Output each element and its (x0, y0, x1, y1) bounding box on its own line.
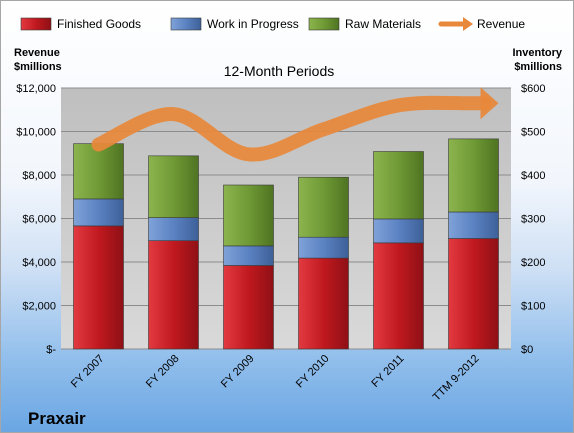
revenue-arrowhead (480, 87, 499, 120)
category-labels: FY 2007 FY 2008 FY 2009 FY 2010 FY 2011 TTM 9… (69, 353, 482, 404)
right-axis-title-line2: $millions (514, 61, 562, 73)
chart-subtitle: 12-Month Periods (224, 63, 335, 79)
bar-finished-goods-fy-2007 (73, 225, 124, 350)
left-tick-label: $- (46, 344, 56, 356)
bar-stacks (73, 138, 499, 350)
category-label-fy-2007: FY 2007 (69, 353, 107, 391)
legend-item-raw-materials: Raw Materials (308, 17, 421, 31)
legend-label-raw-materials: Raw Materials (345, 17, 421, 31)
category-label-fy-2010: FY 2010 (294, 353, 332, 391)
left-tick-label: $8,000 (22, 170, 56, 182)
category-label-fy-2009: FY 2009 (219, 353, 257, 391)
bar-raw-materials-fy-2007 (73, 143, 124, 200)
bar-work-in-progress-fy-2009 (223, 245, 274, 266)
legend-swatch-raw-materials (308, 17, 340, 31)
right-tick-label: $600 (521, 83, 545, 95)
left-tick-label: $2,000 (22, 301, 56, 313)
left-tick-label: $6,000 (22, 214, 56, 226)
bar-work-in-progress-fy-2011 (373, 218, 424, 244)
left-axis-ticks: $- $2,000 $4,000 $6,000 $8,000 $10,000 $12,000 (16, 83, 56, 356)
bar-work-in-progress-fy-2008 (148, 217, 199, 241)
bar-work-in-progress-fy-2010 (298, 236, 349, 259)
right-tick-label: $100 (521, 301, 545, 313)
bar-raw-materials-fy-2011 (373, 151, 424, 220)
bar-finished-goods-fy-2009 (223, 265, 274, 350)
bar-work-in-progress-fy-2007 (73, 198, 124, 227)
category-label-fy-2011: FY 2011 (369, 353, 406, 390)
gridlines (61, 87, 511, 350)
left-tick-label: $12,000 (16, 83, 56, 95)
legend-arrowhead (463, 17, 473, 31)
bar-work-in-progress-ttm-9-2012 (448, 211, 499, 239)
category-label-fy-2008: FY 2008 (144, 353, 182, 391)
bar-finished-goods-ttm-9-2012 (448, 238, 499, 350)
category-label-ttm-9-2012: TTM 9-2012 (431, 353, 482, 404)
right-tick-label: $0 (521, 344, 533, 356)
right-tick-label: $300 (521, 214, 545, 226)
bar-raw-materials-fy-2008 (148, 155, 199, 218)
company-name: Praxair (28, 409, 86, 428)
left-tick-label: $10,000 (16, 127, 56, 139)
legend-item-revenue: Revenue (438, 17, 525, 31)
right-tick-label: $200 (521, 257, 545, 269)
bar-finished-goods-fy-2008 (148, 240, 199, 350)
bar-raw-materials-fy-2010 (298, 176, 349, 238)
left-tick-label: $4,000 (22, 257, 56, 269)
right-axis-title-line1: Inventory (512, 47, 562, 59)
legend-label-finished-goods: Finished Goods (57, 17, 141, 31)
bar-finished-goods-fy-2010 (298, 257, 349, 350)
legend-label-work-in-progress: Work in Progress (207, 17, 299, 31)
legend-swatch-finished-goods (20, 17, 52, 31)
bar-raw-materials-ttm-9-2012 (448, 138, 499, 213)
legend-item-finished-goods: Finished Goods (20, 17, 141, 31)
legend-label-revenue: Revenue (477, 17, 525, 31)
right-axis-ticks: $0 $100 $200 $300 $400 $500 $600 (521, 83, 545, 356)
legend-item-work-in-progress: Work in Progress (170, 17, 299, 31)
left-axis-title-line1: Revenue (14, 47, 60, 59)
bar-raw-materials-fy-2009 (223, 184, 274, 247)
revenue-line-path (91, 95, 492, 162)
right-tick-label: $500 (521, 127, 545, 139)
left-axis-title-line2: $millions (14, 61, 62, 73)
bar-finished-goods-fy-2011 (373, 242, 424, 350)
right-tick-label: $400 (521, 170, 545, 182)
legend-swatch-work-in-progress (170, 17, 202, 31)
revenue-line (91, 87, 499, 162)
legend: Finished Goods Work in Progress Raw Materi… (20, 17, 525, 31)
